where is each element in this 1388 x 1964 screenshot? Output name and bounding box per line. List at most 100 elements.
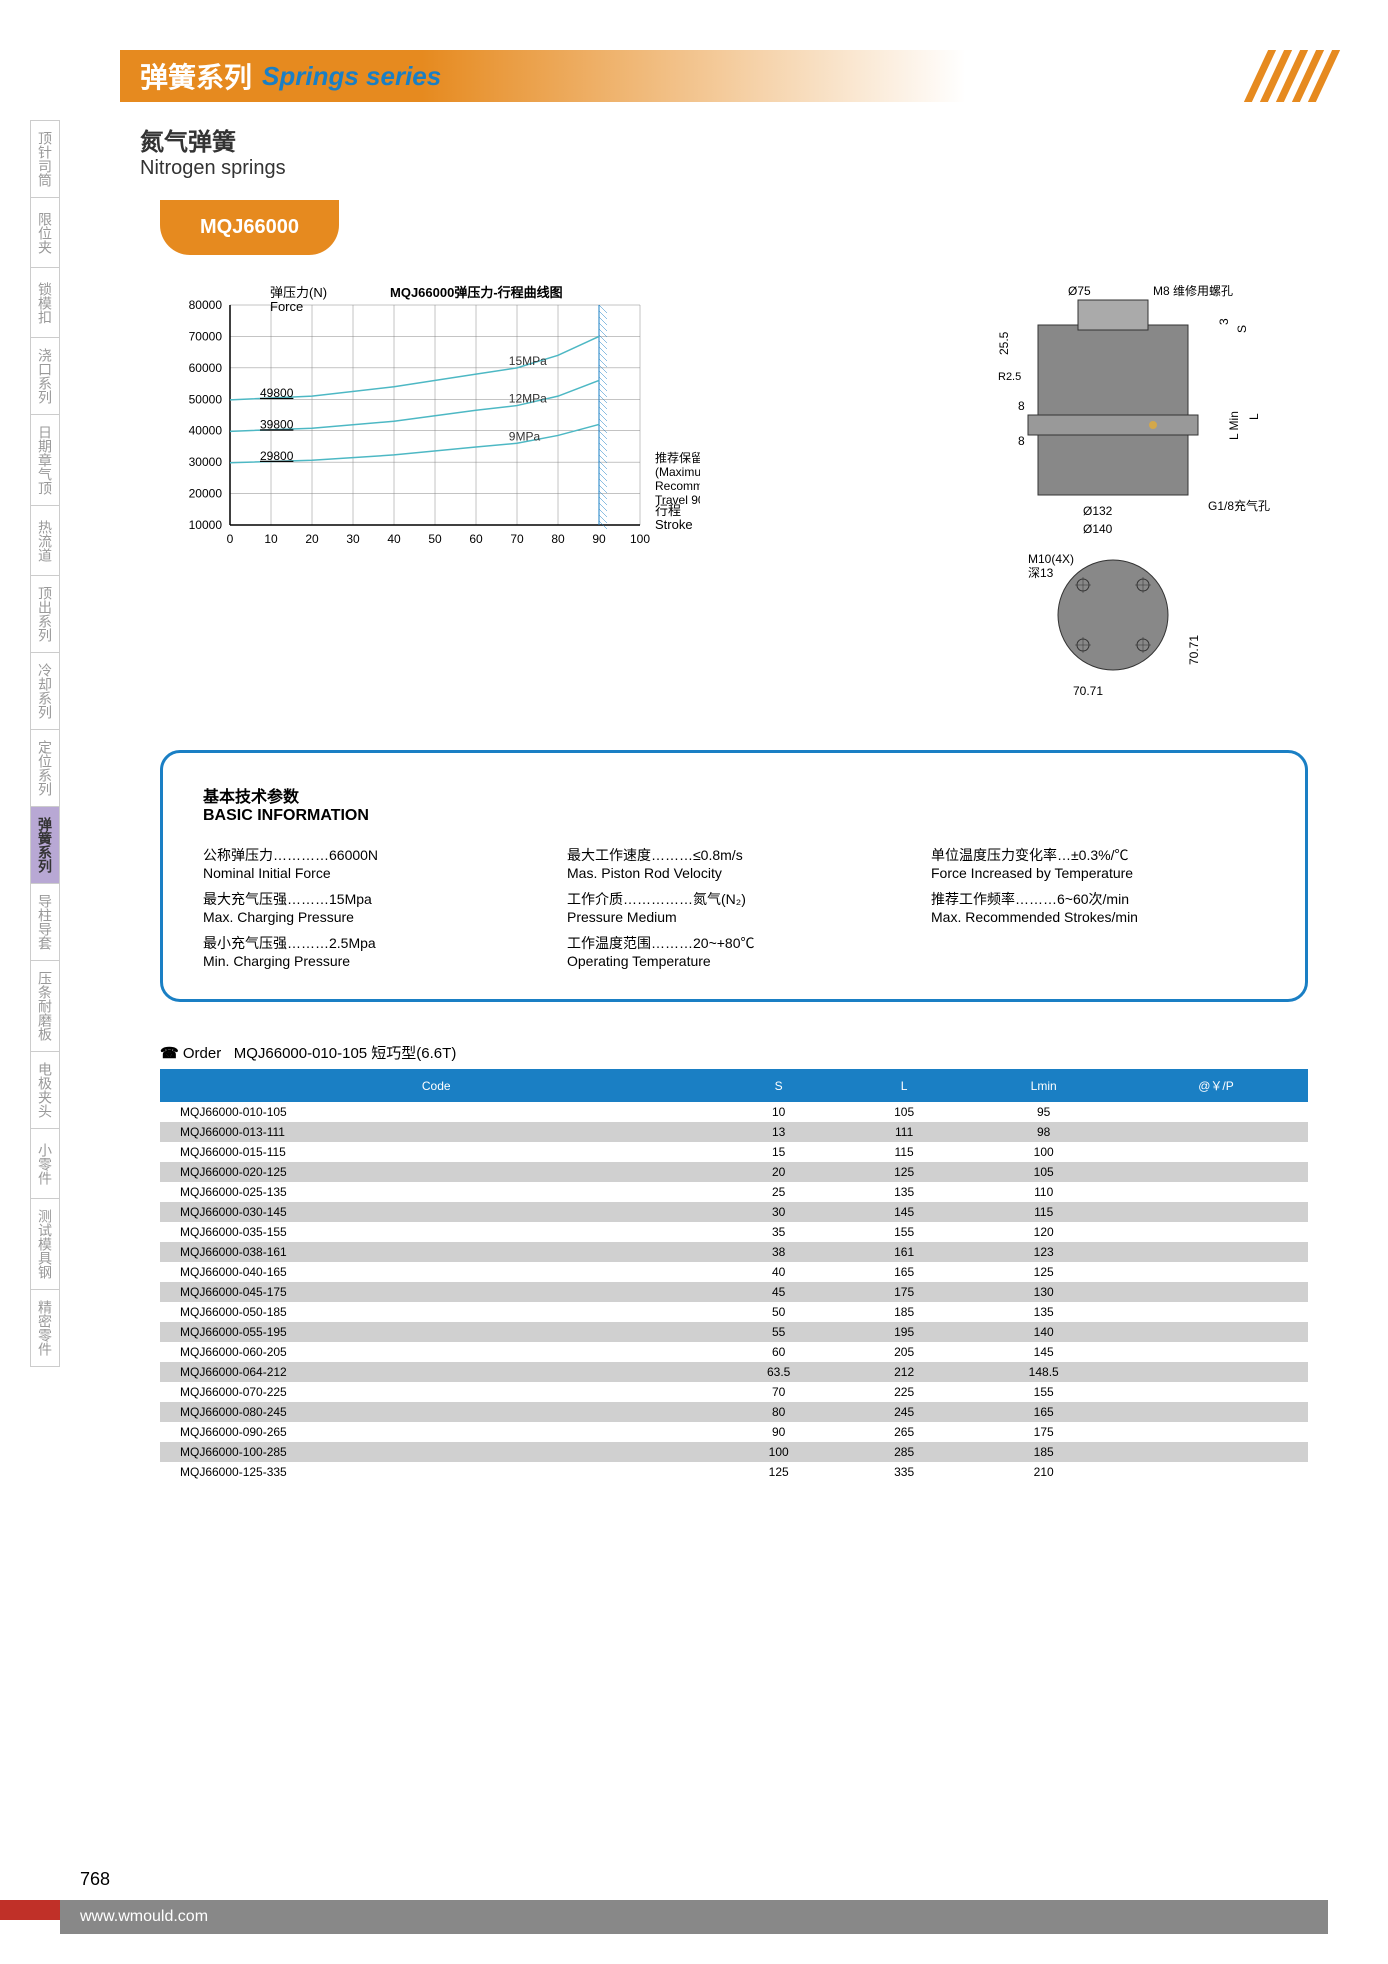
table-header: L	[845, 1069, 963, 1102]
svg-text:推荐保留行程: 推荐保留行程	[655, 450, 700, 465]
header-title-zh: 弹簧系列	[140, 56, 252, 96]
table-row: MQJ66000-045-17545175130	[160, 1282, 1308, 1302]
svg-text:20000: 20000	[189, 487, 223, 501]
table-row: MQJ66000-030-14530145115	[160, 1202, 1308, 1222]
header-banner: 弹簧系列 Springs series	[120, 50, 1328, 102]
order-section: ☎ Order MQJ66000-010-105 短巧型(6.6T) CodeS…	[160, 1042, 1308, 1482]
info-item: 推荐工作频率………6~60次/minMax. Recommended Strok…	[931, 889, 1265, 925]
header-stripes	[1256, 50, 1328, 102]
info-title-en: BASIC INFORMATION	[203, 807, 1265, 825]
svg-text:S: S	[1235, 325, 1249, 333]
svg-text:80000: 80000	[189, 298, 223, 312]
table-row: MQJ66000-080-24580245165	[160, 1402, 1308, 1422]
order-example: MQJ66000-010-105 短巧型(6.6T)	[234, 1045, 457, 1062]
svg-text:10: 10	[264, 532, 278, 546]
table-header: Lmin	[963, 1069, 1124, 1102]
svg-text:3: 3	[1217, 318, 1231, 325]
table-row: MQJ66000-020-12520125105	[160, 1162, 1308, 1182]
sidebar-item[interactable]: 小零件	[30, 1129, 60, 1199]
svg-text:8: 8	[1018, 399, 1025, 413]
svg-text:60: 60	[469, 532, 483, 546]
svg-text:20: 20	[305, 532, 319, 546]
svg-text:M10(4X): M10(4X)	[1028, 552, 1074, 566]
svg-text:29800: 29800	[260, 449, 294, 463]
sidebar-item[interactable]: 导柱导套	[30, 884, 60, 961]
info-item	[931, 933, 1265, 969]
table-row: MQJ66000-090-26590265175	[160, 1422, 1308, 1442]
sidebar-item[interactable]: 浇口系列	[30, 338, 60, 415]
table-row: MQJ66000-035-15535155120	[160, 1222, 1308, 1242]
sidebar-item[interactable]: 限位夹	[30, 198, 60, 268]
svg-text:Ø75: Ø75	[1068, 285, 1091, 298]
svg-text:40000: 40000	[189, 424, 223, 438]
sidebar-item[interactable]: 顶出系列	[30, 576, 60, 653]
svg-text:行程: 行程	[655, 503, 681, 518]
product-title-en: Nitrogen springs	[140, 157, 1328, 180]
sidebar-item[interactable]: 冷却系列	[30, 653, 60, 730]
svg-text:L Min: L Min	[1227, 411, 1241, 440]
svg-text:50000: 50000	[189, 392, 223, 406]
product-model-badge: MQJ66000	[160, 200, 339, 255]
basic-info-box: 基本技术参数 BASIC INFORMATION 公称弹压力…………66000N…	[160, 750, 1308, 1002]
svg-text:90: 90	[592, 532, 606, 546]
svg-text:Ø132: Ø132	[1083, 504, 1113, 518]
table-header: Code	[160, 1069, 712, 1102]
svg-text:0: 0	[227, 532, 234, 546]
phone-icon: ☎	[160, 1045, 179, 1062]
info-item: 工作温度范围………20~+80℃Operating Temperature	[567, 933, 901, 969]
specifications-table: CodeSLLmin@￥/P MQJ66000-010-1051010595 MQ…	[160, 1069, 1308, 1482]
info-item: 最大充气压强………15MpaMax. Charging Pressure	[203, 889, 537, 925]
table-row: MQJ66000-070-22570225155	[160, 1382, 1308, 1402]
table-row: MQJ66000-010-1051010595	[160, 1102, 1308, 1122]
table-row: MQJ66000-055-19555195140	[160, 1322, 1308, 1342]
table-row: MQJ66000-060-20560205145	[160, 1342, 1308, 1362]
svg-text:Force: Force	[270, 299, 303, 314]
sidebar-item[interactable]: 精密零件	[30, 1290, 60, 1367]
svg-text:50: 50	[428, 532, 442, 546]
sidebar-item[interactable]: 热流道	[30, 506, 60, 576]
table-row: MQJ66000-038-16138161123	[160, 1242, 1308, 1262]
svg-text:25.5: 25.5	[997, 331, 1011, 355]
product-title-zh: 氮气弹簧	[140, 122, 1328, 157]
info-item: 最小充气压强………2.5MpaMin. Charging Pressure	[203, 933, 537, 969]
sidebar-item[interactable]: 压条耐磨板	[30, 961, 60, 1052]
svg-text:60000: 60000	[189, 361, 223, 375]
sidebar-item[interactable]: 定位系列	[30, 730, 60, 807]
info-title-zh: 基本技术参数	[203, 783, 1265, 807]
info-item: 公称弹压力…………66000NNominal Initial Force	[203, 845, 537, 881]
svg-text:L: L	[1247, 413, 1261, 420]
sidebar-item[interactable]: 顶针司筒	[30, 120, 60, 198]
sidebar-item[interactable]: 测试模具钢	[30, 1199, 60, 1290]
table-header: @￥/P	[1124, 1069, 1308, 1102]
svg-text:100: 100	[630, 532, 650, 546]
svg-text:Ø140: Ø140	[1083, 522, 1113, 536]
sidebar-item[interactable]: 锁模扣	[30, 268, 60, 338]
svg-text:15MPa: 15MPa	[509, 354, 547, 368]
table-row: MQJ66000-040-16540165125	[160, 1262, 1308, 1282]
svg-text:9MPa: 9MPa	[509, 429, 541, 443]
sidebar-item[interactable]: 弹簧系列	[30, 807, 60, 884]
svg-text:80: 80	[551, 532, 565, 546]
svg-text:30000: 30000	[189, 455, 223, 469]
sidebar-nav: 顶针司筒限位夹锁模扣浇口系列日期章气顶热流道顶出系列冷却系列定位系列弹簧系列导柱…	[30, 120, 80, 1367]
page-footer: 768 www.wmould.com	[80, 1869, 1328, 1934]
svg-text:70.71: 70.71	[1187, 635, 1201, 665]
table-row: MQJ66000-015-11515115100	[160, 1142, 1308, 1162]
order-label: Order	[183, 1045, 221, 1062]
technical-diagram: Ø75M8 维修用螺孔25.5R2.588Ø132Ø140G1/8充气孔3SL …	[978, 285, 1318, 705]
website-url: www.wmould.com	[60, 1900, 1328, 1934]
svg-text:M8 维修用螺孔: M8 维修用螺孔	[1153, 285, 1233, 298]
table-header: S	[712, 1069, 845, 1102]
svg-text:弹压力(N): 弹压力(N)	[270, 285, 327, 300]
svg-text:G1/8充气孔: G1/8充气孔	[1208, 498, 1270, 513]
sidebar-item[interactable]: 日期章气顶	[30, 415, 60, 506]
svg-text:(Maximum: (Maximum	[655, 465, 700, 479]
sidebar-item[interactable]: 电极夹头	[30, 1052, 60, 1129]
info-item: 单位温度压力变化率…±0.3%/℃Force Increased by Temp…	[931, 845, 1265, 881]
page-number: 768	[80, 1869, 1328, 1890]
header-title-en: Springs series	[262, 61, 441, 92]
svg-text:70: 70	[510, 532, 524, 546]
svg-text:深13: 深13	[1028, 566, 1054, 580]
table-row: MQJ66000-064-21263.5212148.5	[160, 1362, 1308, 1382]
svg-text:Recommended: Recommended	[655, 479, 700, 493]
